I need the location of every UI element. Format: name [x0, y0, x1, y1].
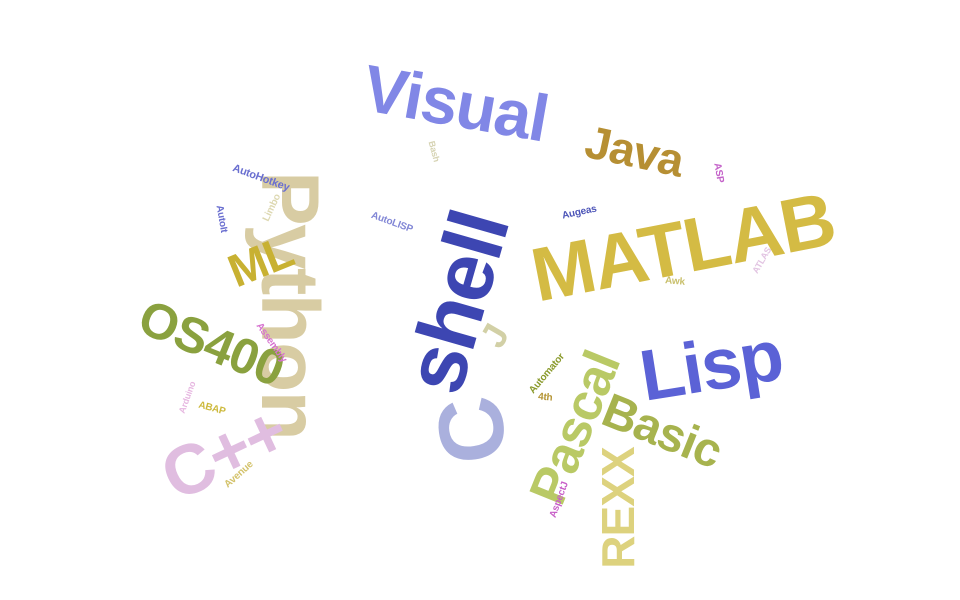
word-c: C: [417, 391, 528, 471]
word-arduino: Arduino: [176, 380, 198, 415]
word-asp: ASP: [711, 162, 726, 184]
word-lisp: Lisp: [634, 315, 788, 417]
word-matlab: MATLAB: [524, 176, 842, 319]
word-bash: Bash: [426, 139, 442, 163]
word-visual: Visual: [357, 50, 554, 156]
word-augeas: Augeas: [561, 203, 598, 222]
word-awk: Awk: [664, 275, 686, 288]
word-4th: 4th: [537, 391, 553, 404]
word-autolisp: AutoLISP: [369, 209, 415, 236]
word-autoit: AutoIt: [213, 204, 230, 234]
word-rexx: REXX: [591, 447, 644, 569]
word-java: Java: [580, 115, 688, 187]
